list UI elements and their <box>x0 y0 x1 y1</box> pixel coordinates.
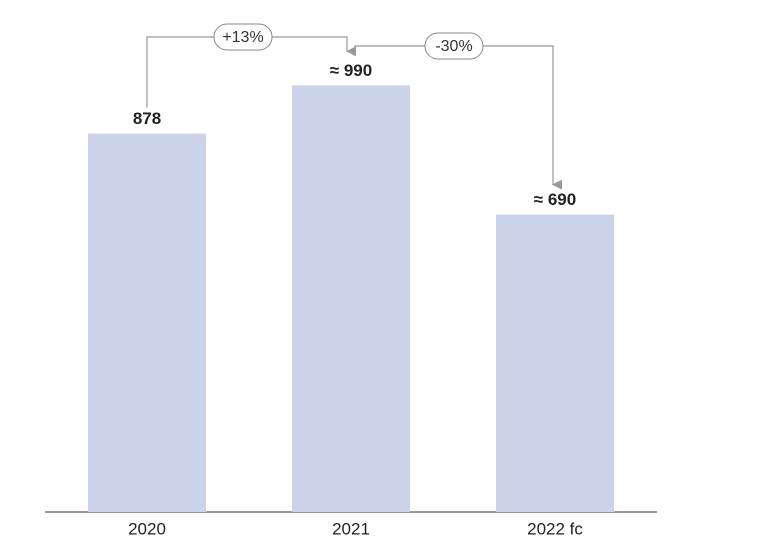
x-tick-label: 2022 fc <box>527 519 583 538</box>
annotation: -30% <box>435 38 472 55</box>
bar <box>496 214 614 513</box>
x-tick-label: 2020 <box>128 519 166 538</box>
annotation: +13% <box>222 29 263 46</box>
annotation-pill <box>213 23 273 51</box>
x-tick-label: 2021 <box>332 519 370 538</box>
annotation-pill <box>424 32 484 60</box>
bar <box>88 133 206 512</box>
value-label: ≈ 990 <box>330 61 372 80</box>
value-label: 878 <box>133 109 161 128</box>
bar <box>292 85 410 512</box>
value-label: ≈ 690 <box>534 190 576 209</box>
